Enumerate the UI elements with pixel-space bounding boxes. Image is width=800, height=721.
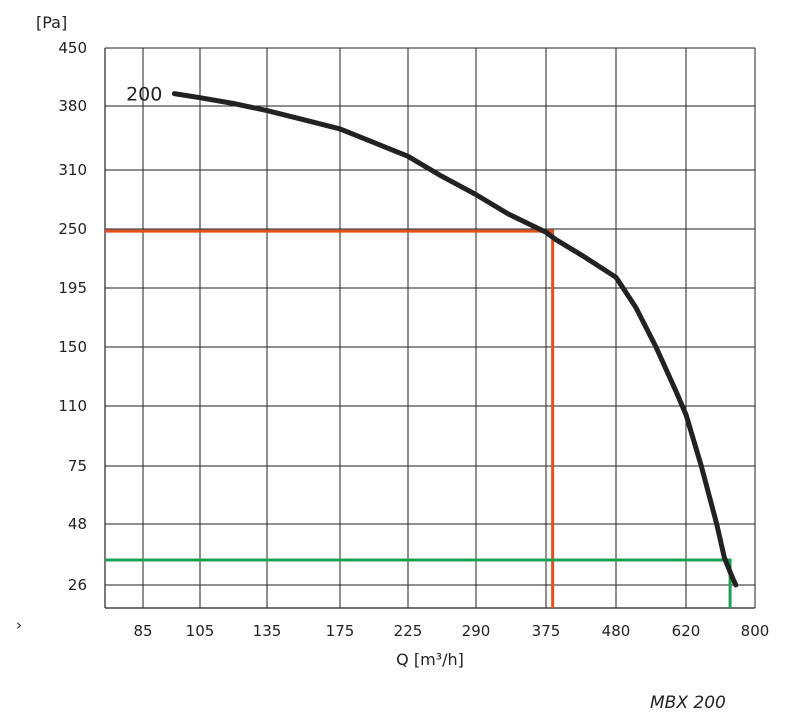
- series: 200: [126, 84, 739, 588]
- y-tick-label: 250: [58, 220, 87, 238]
- operating-points: [105, 229, 732, 608]
- y-tick-label: 150: [58, 338, 87, 356]
- operating-point-guide: [105, 229, 555, 608]
- y-tick-label: 75: [68, 457, 87, 475]
- y-tick-label: 26: [68, 576, 87, 594]
- grid: [104, 47, 756, 609]
- y-tick-label: 380: [58, 97, 87, 115]
- y-tick-label: 450: [58, 39, 87, 57]
- stray-mark: ›: [16, 616, 22, 634]
- y-tick-label: 310: [58, 161, 87, 179]
- x-tick-label: 85: [133, 622, 152, 640]
- x-tick-label: 620: [672, 622, 701, 640]
- y-tick-label: 48: [68, 515, 87, 533]
- series-label: 200: [126, 84, 162, 106]
- x-tick-label: 105: [186, 622, 215, 640]
- x-tick-label: 135: [253, 622, 282, 640]
- y-tick-label: 110: [58, 397, 87, 415]
- x-tick-label: 800: [741, 622, 770, 640]
- x-axis-label: Q [m³/h]: [396, 650, 464, 669]
- x-tick-label: 175: [326, 622, 355, 640]
- model-label: MBX 200: [650, 693, 726, 713]
- y-tick-labels: 450 380 310 250 195 150 110 75 48 26: [58, 39, 87, 594]
- x-tick-label: 225: [394, 622, 423, 640]
- series-curve: [171, 91, 739, 588]
- x-tick-label: 480: [602, 622, 631, 640]
- x-tick-label: 375: [532, 622, 561, 640]
- operating-point-guide: [105, 558, 732, 608]
- x-tick-labels: 85 105 135 175 225 290 375 480 620 800: [133, 622, 769, 640]
- y-axis-label: [Pa]: [36, 13, 67, 32]
- x-tick-label: 290: [462, 622, 491, 640]
- y-tick-label: 195: [58, 279, 87, 297]
